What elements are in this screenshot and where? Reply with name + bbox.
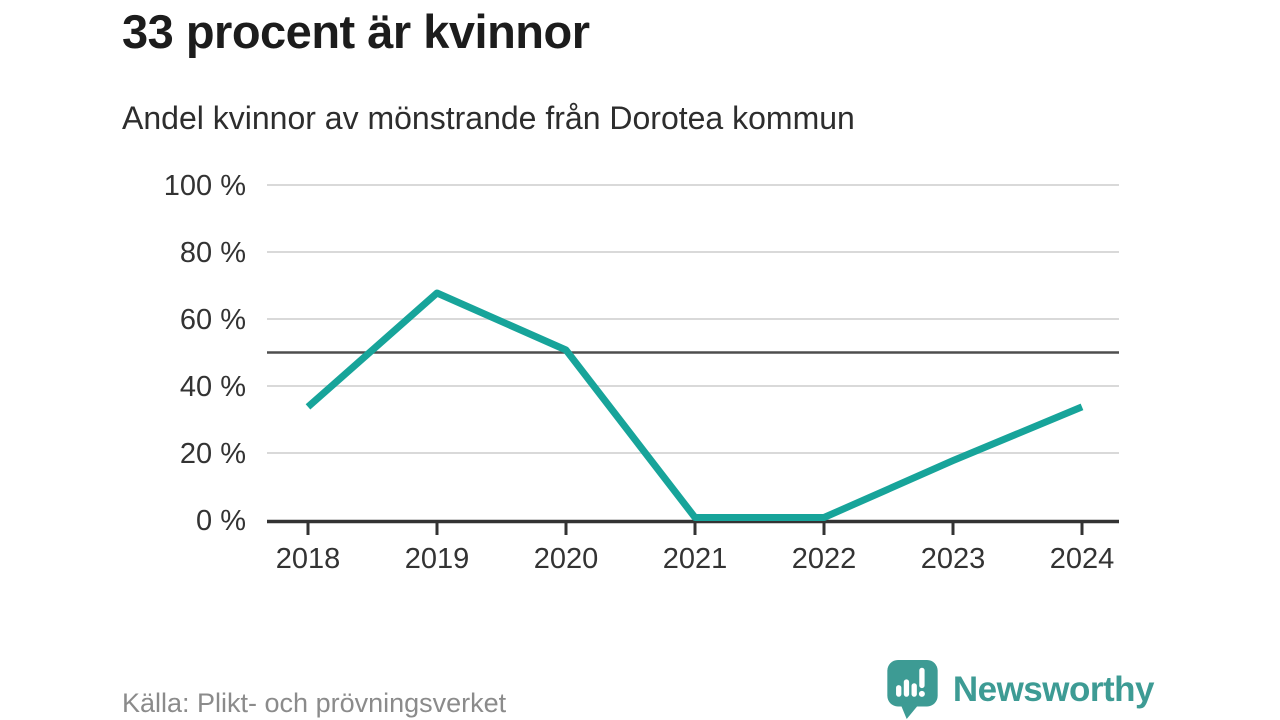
newsworthy-brand: Newsworthy: [884, 660, 1155, 720]
source-note: Källa: Plikt- och prövningsverket: [122, 688, 507, 718]
chart-subtitle: Andel kvinnor av mönstrande från Dorotea…: [122, 100, 855, 136]
y-axis-label: 0 %: [196, 505, 246, 537]
x-axis-label: 2024: [1050, 543, 1115, 575]
x-axis-label: 2022: [792, 543, 857, 575]
data-line: [305, 289, 1084, 521]
x-axis-label: 2020: [534, 543, 599, 575]
y-axis-label: 100 %: [164, 170, 246, 202]
y-axis-label: 20 %: [180, 438, 246, 470]
y-axis-label: 80 %: [180, 237, 246, 269]
newsworthy-wordmark: Newsworthy: [952, 670, 1155, 709]
y-axis-label: 60 %: [180, 304, 246, 336]
y-axis-label: 40 %: [180, 371, 246, 403]
newsworthy-logo-icon: [887, 660, 938, 720]
x-axis-label: 2019: [405, 543, 470, 575]
x-axis-label: 2018: [276, 543, 341, 575]
x-axis-label: 2023: [921, 543, 986, 575]
chart-title: 33 procent är kvinnor: [122, 5, 590, 58]
x-axis-label: 2021: [663, 543, 728, 575]
